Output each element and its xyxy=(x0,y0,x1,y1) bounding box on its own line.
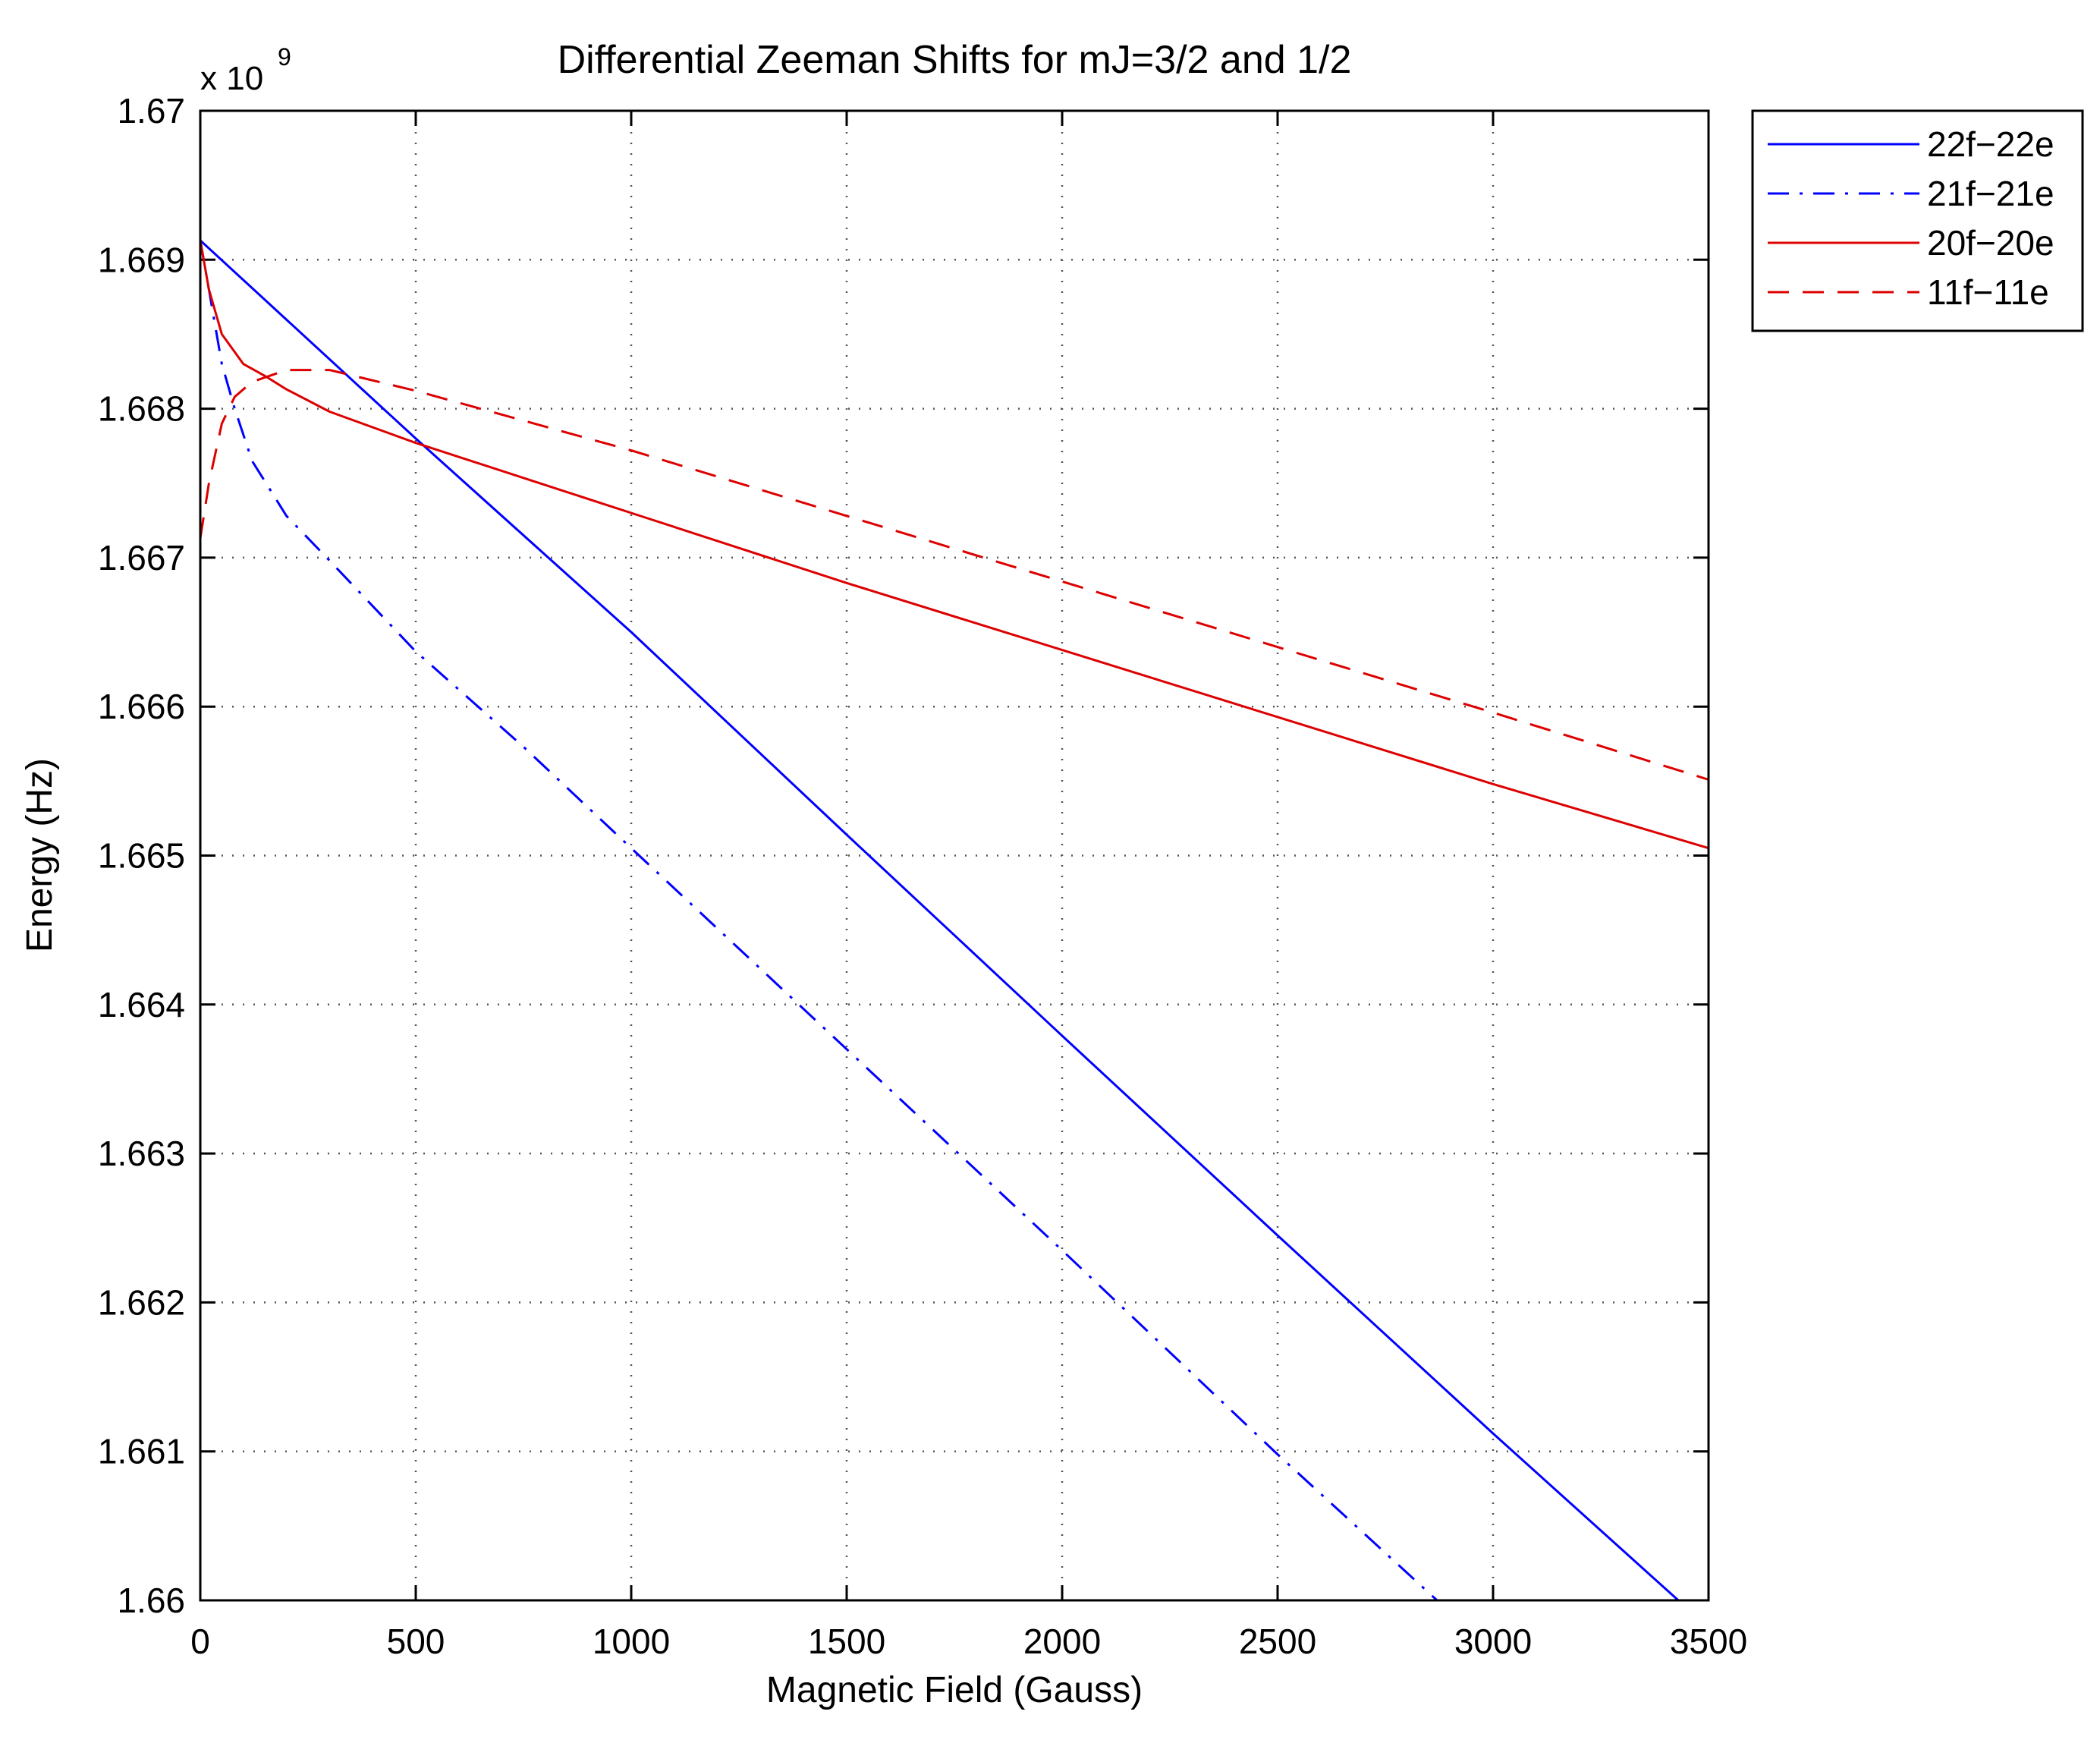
y-tick-label: 1.667 xyxy=(98,538,185,577)
legend-label: 22f−22e xyxy=(1927,124,2054,164)
y-tick-label: 1.669 xyxy=(98,240,185,279)
legend-box xyxy=(1751,109,2084,332)
x-tick-label: 3500 xyxy=(1670,1622,1747,1661)
y-tick-label: 1.66 xyxy=(117,1581,185,1620)
y-tick-label: 1.67 xyxy=(117,91,185,131)
y-multiplier-label: x 10 xyxy=(200,60,263,97)
x-tick-label: 3000 xyxy=(1454,1622,1532,1661)
grid xyxy=(200,111,1709,1600)
y-multiplier: x 10 9 xyxy=(200,43,291,97)
chart-title: Differential Zeeman Shifts for mJ=3/2 an… xyxy=(558,38,1352,82)
x-tick-label: 2000 xyxy=(1023,1622,1101,1661)
x-tick-labels: 0 500 1000 1500 2000 2500 3000 3500 xyxy=(190,1622,1747,1661)
series-line-1 xyxy=(200,239,1680,1600)
legend-label: 21f−21e xyxy=(1927,174,2054,213)
y-tick-label: 1.663 xyxy=(98,1134,185,1173)
legend-label: 11f−11e xyxy=(1927,272,2049,312)
x-tick-label: 1500 xyxy=(808,1622,885,1661)
series-lines xyxy=(200,239,1709,1600)
y-tick-label: 1.668 xyxy=(98,389,185,429)
legend-label: 20f−20e xyxy=(1927,223,2054,263)
y-tick-label: 1.666 xyxy=(98,687,185,726)
y-axis-label: Energy (Hz) xyxy=(20,758,60,952)
x-axis-label: Magnetic Field (Gauss) xyxy=(766,1670,1143,1710)
series-line-2 xyxy=(200,240,1438,1600)
y-tick-labels: 1.66 1.661 1.662 1.663 1.664 1.665 1.666 1.667 1… xyxy=(98,91,185,1620)
y-tick-label: 1.661 xyxy=(98,1432,185,1471)
legend: 22f−22e 21f−21e 20f−20e 11f−11e xyxy=(1751,109,2084,332)
series-line-4 xyxy=(200,369,1709,781)
series-line-3 xyxy=(200,240,1709,850)
x-tick-label: 500 xyxy=(387,1622,445,1661)
y-tick-label: 1.665 xyxy=(98,836,185,876)
x-tick-label: 0 xyxy=(190,1622,210,1661)
y-tick-label: 1.662 xyxy=(98,1282,185,1322)
plot-frame xyxy=(199,109,1710,1602)
x-tick-label: 2500 xyxy=(1239,1622,1316,1661)
y-multiplier-exponent: 9 xyxy=(278,43,291,71)
y-tick-label: 1.664 xyxy=(98,985,185,1024)
x-tick-label: 1000 xyxy=(593,1622,670,1661)
